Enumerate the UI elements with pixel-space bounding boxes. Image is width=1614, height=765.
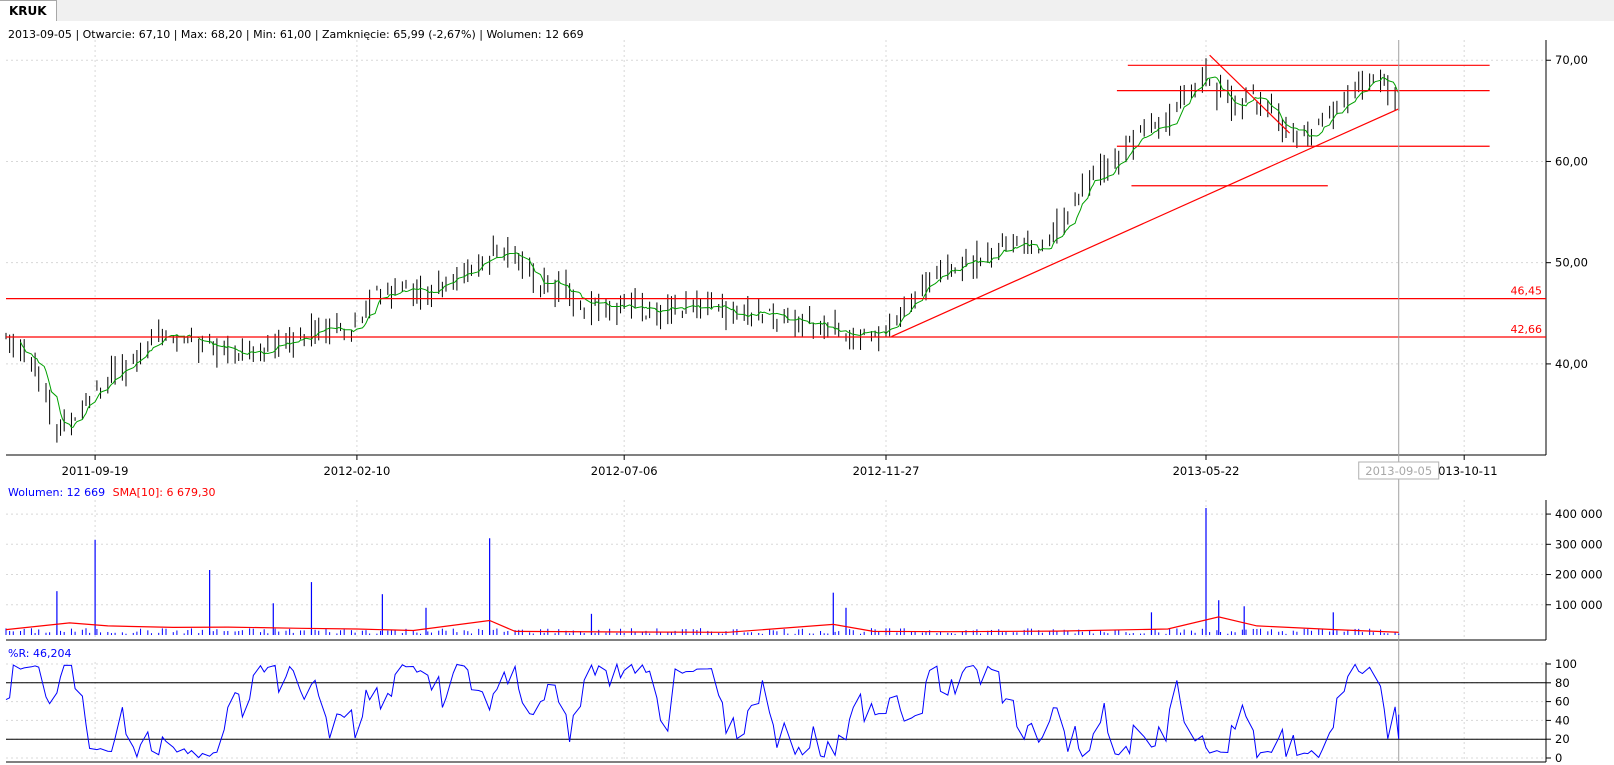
info-close: 65,99 (-2,67%) bbox=[393, 28, 475, 41]
info-volume: 12 669 bbox=[545, 28, 584, 41]
volume-legend-value: 12 669 bbox=[67, 486, 106, 499]
x-tick-label-5: 2013-10-11 bbox=[1431, 464, 1498, 478]
info-bar: 2013-09-05 | Otwarcie: 67,10 | Max: 68,2… bbox=[8, 28, 584, 41]
trend-line-1 bbox=[1209, 54, 1291, 134]
sma-legend-value: 6 679,30 bbox=[166, 486, 215, 499]
x-tick-label-3: 2012-11-27 bbox=[853, 464, 920, 478]
volume-y-tick-label-3: 400 000 bbox=[1555, 507, 1603, 521]
volume-y-axis: 100 000 200 000 300 000 400 000 bbox=[1546, 507, 1603, 612]
horizontal-line-label-0: 46,45 bbox=[1511, 285, 1543, 298]
wr-y-tick-label-3: 60 bbox=[1555, 695, 1570, 709]
wr-y-tick-label-5: 100 bbox=[1555, 657, 1577, 671]
volume-sma-path bbox=[5, 616, 1399, 633]
info-max: 68,20 bbox=[211, 28, 243, 41]
volume-legend: Wolumen: 12 669 SMA[10]: 6 679,30 bbox=[8, 486, 215, 499]
price-y-tick-label-2: 60,00 bbox=[1555, 154, 1588, 168]
wr-y-tick-label-2: 40 bbox=[1555, 713, 1570, 727]
chart-background bbox=[0, 21, 1614, 765]
wr-path bbox=[5, 662, 1400, 759]
wr-legend-value: 46,204 bbox=[33, 647, 72, 660]
price-y-tick-label-1: 50,00 bbox=[1555, 256, 1588, 270]
horizontal-line-label-1: 42,66 bbox=[1511, 323, 1543, 336]
info-max-label: Max: bbox=[181, 28, 207, 41]
volume-y-tick-label-1: 200 000 bbox=[1555, 568, 1603, 582]
price-y-tick-label-0: 40,00 bbox=[1555, 357, 1588, 371]
info-min: 61,00 bbox=[280, 28, 312, 41]
volume-y-tick-label-2: 300 000 bbox=[1555, 537, 1603, 551]
wr-legend-label: %R: bbox=[8, 647, 29, 660]
volume-sma-line bbox=[5, 616, 1399, 633]
wr-y-tick-label-4: 80 bbox=[1555, 676, 1570, 690]
x-tick-label-1: 2012-02-10 bbox=[323, 464, 390, 478]
cursor-line: 2013-09-05 bbox=[1358, 40, 1440, 762]
cursor-date-label: 2013-09-05 bbox=[1365, 464, 1432, 478]
volume-y-tick-label-0: 100 000 bbox=[1555, 598, 1603, 612]
wr-line bbox=[5, 662, 1400, 759]
x-tick-label-0: 2011-09-19 bbox=[62, 464, 129, 478]
info-open-label: Otwarcie: bbox=[83, 28, 136, 41]
volume-legend-label: Wolumen: bbox=[8, 486, 63, 499]
trend-lines bbox=[891, 54, 1399, 338]
tab-kruk[interactable]: KRUK bbox=[0, 0, 57, 21]
wr-y-tick-label-1: 20 bbox=[1555, 732, 1570, 746]
info-min-label: Min: bbox=[253, 28, 276, 41]
trend-line-0 bbox=[891, 108, 1399, 338]
sma-legend-label: SMA[10]: bbox=[113, 486, 163, 499]
price-y-tick-label-3: 70,00 bbox=[1555, 53, 1588, 67]
wr-y-tick-label-0: 0 bbox=[1555, 751, 1562, 765]
info-close-label: Zamknięcie: bbox=[322, 28, 390, 41]
wr-y-axis: 0 20 40 60 80 100 bbox=[1546, 657, 1577, 765]
x-tick-label-4: 2013-05-22 bbox=[1173, 464, 1240, 478]
info-volume-label: Wolumen: bbox=[486, 28, 541, 41]
x-tick-label-2: 2012-07-06 bbox=[591, 464, 658, 478]
info-open: 67,10 bbox=[139, 28, 171, 41]
info-date: 2013-09-05 bbox=[8, 28, 72, 41]
price-y-axis: 40,00 50,00 60,00 70,00 bbox=[1546, 53, 1588, 371]
date-x-axis: 2011-09-19 2012-02-10 2012-07-06 2012-11-27… bbox=[62, 455, 1498, 478]
moving-average-line bbox=[20, 76, 1400, 429]
moving-average-path bbox=[20, 76, 1400, 429]
wr-legend: %R: 46,204 bbox=[8, 647, 71, 660]
horizontal-lines: 46,45 42,66 bbox=[6, 64, 1546, 338]
cursor-date-box bbox=[1358, 461, 1440, 480]
